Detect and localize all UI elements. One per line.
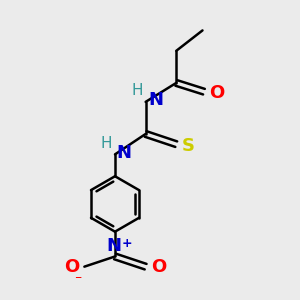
- Text: ⁻: ⁻: [74, 273, 82, 287]
- Text: +: +: [122, 237, 132, 250]
- Text: N: N: [148, 92, 163, 110]
- Text: H: H: [132, 83, 143, 98]
- Text: H: H: [100, 136, 112, 151]
- Text: O: O: [64, 258, 79, 276]
- Text: S: S: [182, 136, 194, 154]
- Text: O: O: [209, 84, 224, 102]
- Text: N: N: [116, 144, 131, 162]
- Text: N: N: [106, 237, 121, 255]
- Text: O: O: [151, 258, 166, 276]
